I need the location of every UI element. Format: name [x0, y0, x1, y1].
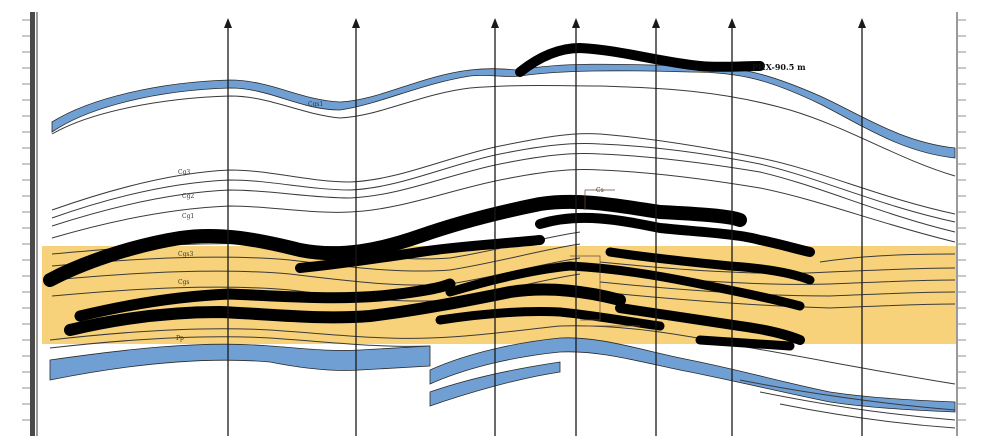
well-arrow-icon: [728, 18, 736, 28]
black-layer-4: [605, 247, 815, 285]
well-arrow-icon: [858, 18, 866, 28]
well-arrow-icon: [491, 18, 499, 28]
black-layer-10: [695, 335, 795, 351]
blue-layer-top: [51, 63, 956, 159]
black-layers: [43, 42, 815, 351]
left-axis-bar: [30, 12, 35, 436]
black-layer-6: [445, 261, 805, 311]
black-layer-7: [64, 283, 626, 336]
label-cg1: Cg1: [182, 213, 194, 220]
label-cg3: Cg3: [178, 169, 190, 176]
right-depth-axis: [956, 12, 966, 436]
black-layer-5: [74, 278, 456, 322]
right-axis-ticks: [958, 19, 966, 421]
label-cs: Cs: [596, 187, 604, 194]
label-pp: Pp: [176, 335, 184, 342]
left-depth-axis: [22, 12, 38, 436]
label-cgs: Cgs: [178, 279, 190, 286]
black-layer-9: [435, 306, 665, 331]
well-arrow-icon: [224, 18, 232, 28]
well-arrow-icon: [572, 18, 580, 28]
annotation-box: [570, 189, 640, 327]
blue-layer-bottom-left: [49, 343, 431, 381]
black-layer-2: [535, 212, 815, 257]
black-layer-1: [43, 194, 747, 287]
blue-layer-bottom-mid: [429, 337, 956, 413]
wells: [224, 18, 866, 436]
label-cgs3: Cgs3: [178, 251, 194, 258]
well-label: PHX-90.5 m: [752, 62, 806, 72]
left-axis-inner: [36, 12, 38, 436]
well-arrow-icon: [652, 18, 660, 28]
label-cgs1: Cgs1: [308, 101, 323, 108]
black-layer-8: [615, 303, 805, 345]
well-arrow-icon: [352, 18, 360, 28]
label-cg2: Cg2: [182, 193, 194, 200]
right-axis-bar: [956, 12, 958, 436]
black-layer-top: [515, 42, 765, 77]
formation-labels: Cgs1 Cg3 Cg2 Cg1 Cgs3 Cgs Cs Pp PHX-90.5…: [176, 62, 806, 342]
left-axis-ticks: [22, 19, 30, 421]
black-layer-3: [295, 235, 545, 273]
